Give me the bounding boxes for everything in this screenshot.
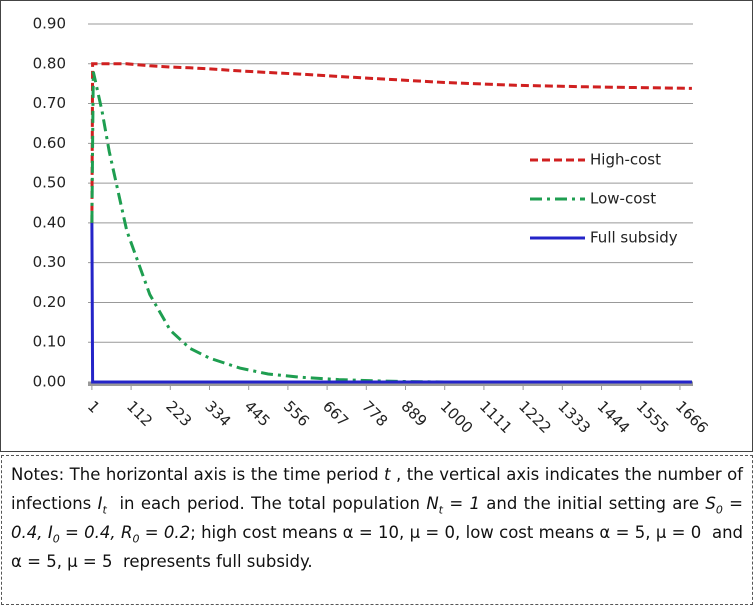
y-tick-label: 0.20 (33, 293, 66, 311)
chart: 0.00 0.10 0.20 0.30 0.40 0.50 0.60 0.70 0.80 0.90… (0, 0, 753, 452)
notes-text: Notes: The horizontal axis is the time p… (11, 465, 385, 484)
y-tick-label: 0.30 (33, 253, 66, 271)
notes-text: 0 (715, 503, 723, 517)
legend-label: Low-cost (590, 190, 656, 208)
notes-text: 0 (52, 532, 60, 546)
notes-text: = 1 (442, 494, 480, 513)
y-tick-label: 0.40 (33, 213, 66, 231)
notes-text: I (97, 494, 103, 513)
legend-label: High-cost (590, 151, 661, 169)
notes-text: = 0.4, R (59, 523, 133, 542)
series-line (90, 62, 692, 223)
series-line (90, 71, 692, 384)
y-tick-label: 0.80 (33, 54, 66, 72)
notes-text: N (426, 494, 439, 513)
notes-text: = 0.2 (139, 523, 191, 542)
notes-text: t (384, 465, 391, 484)
notes-text: t (102, 503, 107, 517)
notes-text: 0 (132, 532, 140, 546)
notes-text: S (705, 494, 716, 513)
notes-text: t (438, 503, 443, 517)
notes: Notes: The horizontal axis is the time p… (1, 455, 753, 605)
y-tick-label: 0.10 (33, 333, 66, 351)
notes-text: in each period. The total population (106, 494, 427, 513)
y-tick-label: 0.90 (33, 15, 66, 33)
notes-text: and the initial setting are (479, 494, 706, 513)
notes-text: = 0.4, I (11, 494, 749, 542)
notes-text: ; high cost means α = 10, μ = 0, low cos… (11, 523, 749, 571)
series-line (90, 222, 692, 384)
y-tick-label: 0.50 (33, 174, 66, 192)
legend-label: Full subsidy (590, 229, 678, 247)
y-tick-label: 0.00 (33, 373, 66, 391)
y-tick-label: 0.60 (33, 134, 66, 152)
y-tick-label: 0.70 (33, 94, 66, 112)
notes-text: , the vertical axis indicates the number… (11, 465, 749, 513)
